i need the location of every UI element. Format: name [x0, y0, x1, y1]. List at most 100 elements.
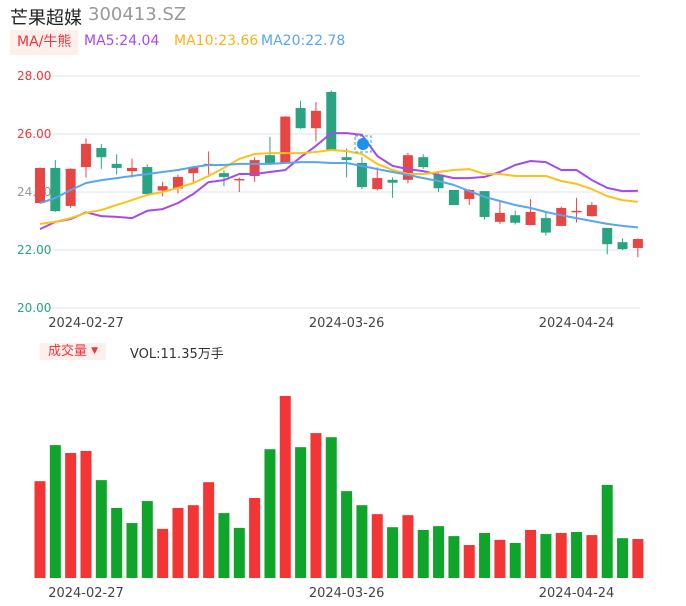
volume-bar — [141, 501, 153, 578]
y-tick-label: 28.00 — [17, 69, 51, 83]
volume-bar — [494, 539, 506, 578]
volume-bar — [95, 480, 107, 578]
volume-bar — [80, 450, 92, 578]
ma20-line — [39, 161, 638, 229]
candle-body — [249, 160, 260, 177]
volume-button-label: 成交量 — [48, 344, 88, 359]
volume-bar — [65, 453, 77, 578]
candle-body — [35, 167, 45, 204]
volume-x-tick-label: 2024-03-26 — [309, 586, 385, 601]
candle-body — [341, 157, 352, 161]
candle-body — [586, 205, 597, 217]
volume-bar — [479, 533, 491, 578]
volume-bar — [402, 515, 414, 578]
dropdown-caret-icon: ▼ — [91, 346, 99, 356]
volume-bar — [601, 484, 613, 578]
y-tick-label: 20.00 — [17, 301, 51, 315]
volume-bar — [356, 505, 368, 578]
x-tick-label: 2024-03-26 — [309, 316, 385, 331]
candle-body — [80, 143, 91, 168]
volume-bar — [310, 433, 322, 578]
volume-bar — [586, 535, 598, 578]
candle-body — [96, 147, 107, 158]
stock-name: 芒果超媒 — [10, 8, 82, 29]
candle-body — [387, 179, 398, 183]
volume-bar — [279, 396, 291, 578]
ma5-legend: MA5:24.04 — [84, 33, 160, 49]
volume-bar — [509, 542, 521, 578]
volume-bar — [111, 507, 123, 578]
volume-bar — [218, 513, 230, 578]
candle-body — [126, 167, 137, 172]
volume-bar — [172, 507, 184, 578]
volume-bar — [632, 539, 644, 578]
candle-body — [172, 176, 183, 189]
candle-body — [188, 167, 199, 174]
volume-bar — [49, 445, 61, 578]
candle-body — [157, 186, 168, 191]
volume-value: VOL:11.35万手 — [130, 347, 224, 362]
ma-indicator-button[interactable]: MA/牛熊 — [10, 30, 79, 55]
ma10-legend: MA10:23.66 — [174, 33, 259, 49]
volume-bar — [555, 533, 567, 578]
volume-indicator-button[interactable]: 成交量 ▼ — [40, 343, 107, 360]
volume-bar — [417, 529, 429, 578]
y-tick-label: 26.00 — [17, 127, 51, 141]
candle-body — [479, 191, 490, 217]
ma5-line — [39, 132, 638, 231]
candle-body — [280, 116, 291, 163]
volume-bar — [264, 449, 276, 578]
candle-body — [234, 178, 245, 181]
candle-body — [326, 91, 337, 150]
volume-bar — [525, 529, 537, 578]
x-tick-label: 2024-04-24 — [539, 316, 615, 331]
candle-body — [111, 163, 122, 168]
volume-bar — [540, 534, 552, 578]
candle-body — [264, 155, 275, 163]
volume-x-tick-label: 2024-04-24 — [539, 586, 615, 601]
volume-bar — [341, 491, 353, 578]
candle-body — [65, 168, 76, 206]
candle-body — [494, 212, 505, 222]
bull-bear-signal-icon — [354, 135, 372, 153]
volume-bar — [295, 447, 307, 578]
candle-body — [571, 210, 582, 213]
candle-body — [310, 110, 321, 129]
stock-code: 300413.SZ — [88, 4, 187, 25]
candle-body — [402, 155, 413, 180]
volume-bar — [325, 437, 337, 578]
volume-bar — [203, 482, 215, 578]
candle-body — [617, 242, 628, 250]
candle-body — [50, 167, 61, 212]
x-tick-label: 2024-02-27 — [48, 316, 124, 331]
volume-x-tick-label: 2024-02-27 — [48, 586, 124, 601]
candle-body — [602, 227, 613, 245]
candle-body — [142, 167, 153, 195]
candle-body — [418, 157, 429, 168]
volume-bar — [34, 481, 46, 578]
candle-body — [510, 215, 521, 223]
volume-bar — [371, 514, 383, 578]
y-tick-label: 24.00 — [17, 185, 51, 199]
y-tick-label: 22.00 — [17, 243, 51, 257]
volume-bar — [126, 523, 138, 578]
candle-body — [632, 238, 643, 248]
candle-body — [295, 107, 306, 129]
candle-body — [372, 178, 383, 190]
volume-bar — [249, 497, 261, 578]
volume-bar — [448, 536, 460, 578]
volume-bar — [233, 527, 245, 578]
volume-bar — [187, 505, 199, 578]
volume-bar — [617, 538, 629, 578]
candle-body — [356, 163, 367, 188]
volume-bar — [463, 545, 475, 578]
candle-body — [218, 173, 229, 177]
volume-bar — [433, 526, 445, 578]
candle-body — [448, 189, 459, 206]
candle-body — [464, 189, 475, 199]
ma10-line — [39, 149, 639, 225]
volume-bar — [571, 531, 583, 578]
ma20-legend: MA20:22.78 — [261, 33, 346, 49]
volume-bar — [387, 527, 399, 578]
